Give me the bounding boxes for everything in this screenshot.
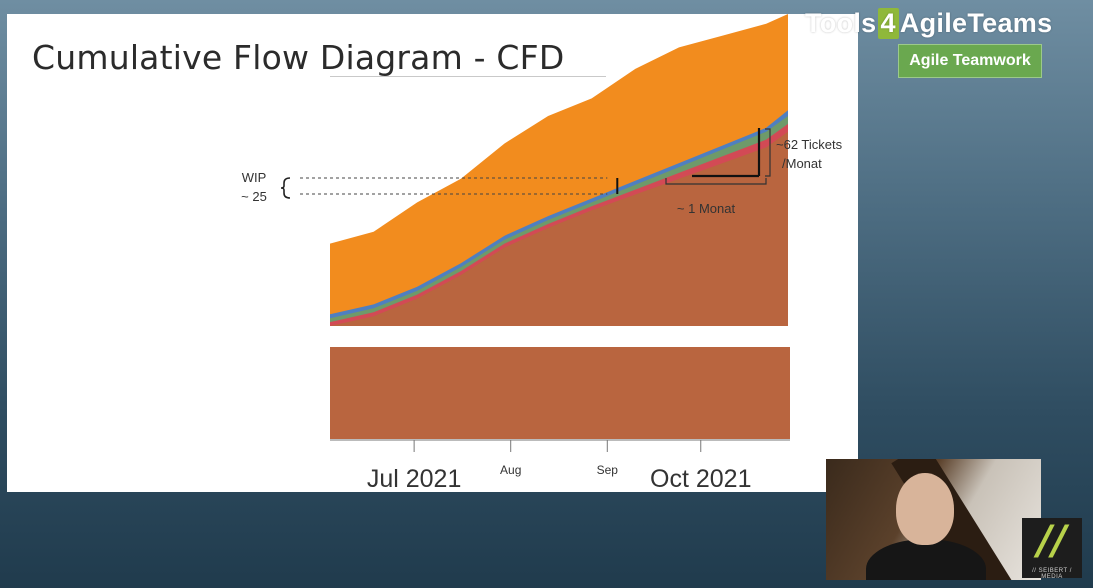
- cfd-area-0: [330, 131, 788, 326]
- agile-teamwork-badge: Agile Teamwork: [898, 44, 1042, 78]
- month-bracket: [665, 178, 767, 185]
- cfd-area-group: [330, 14, 788, 327]
- x-tick-label-0: Jul 2021: [367, 465, 462, 493]
- brand-four: 4: [877, 8, 899, 39]
- month-label: ~ 1 Monat: [677, 201, 736, 216]
- seibert-media-logo: //: [1022, 518, 1082, 578]
- brand-prefix: Tools: [805, 8, 877, 38]
- tickets-bracket: [765, 128, 771, 177]
- wip-label-line1: WIP: [242, 170, 267, 185]
- x-tick-label-2: Sep: [597, 463, 619, 477]
- lower-band: [330, 347, 790, 439]
- throughput-label-line1: ~62 Tickets: [776, 137, 843, 152]
- seibert-media-text: // SEIBERT / MEDIA: [1032, 568, 1072, 580]
- title-underline: [330, 76, 606, 77]
- presenter-webcam: [826, 459, 1041, 580]
- slide-title: Cumulative Flow Diagram - CFD: [32, 38, 565, 77]
- x-tick-label-3: Oct 2021: [650, 465, 751, 493]
- brand-logo: Tools 4 AgileTeams: [805, 8, 1052, 39]
- throughput-label-line2: /Monat: [782, 156, 822, 171]
- brand-suffix: AgileTeams: [899, 8, 1053, 38]
- presenter-body: [866, 539, 986, 580]
- throughput-annotation: ~62 Tickets /Monat ~ 1 Monat: [665, 128, 843, 216]
- x-tick-label-1: Aug: [500, 463, 521, 477]
- presenter-head: [896, 473, 954, 545]
- wip-label-line2: ~ 25: [241, 189, 267, 204]
- wip-brace: [280, 177, 291, 199]
- wip-annotation: WIP ~ 25: [241, 170, 619, 204]
- x-ticks: Jul 2021 Aug Sep Oct 2021: [367, 440, 751, 493]
